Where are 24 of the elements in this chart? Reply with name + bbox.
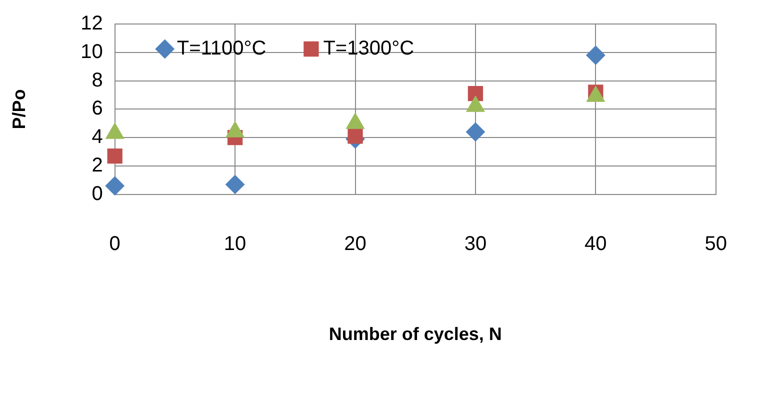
point	[105, 176, 124, 196]
x-tick-label: 40	[584, 232, 607, 255]
point	[348, 128, 363, 144]
x-tick-label: 10	[224, 232, 246, 255]
y-tick-label: 10	[80, 40, 103, 63]
y-tick-label: 0	[92, 182, 103, 205]
legend-label: T=1100°C	[176, 38, 266, 60]
point	[468, 86, 484, 102]
point	[586, 46, 606, 65]
y-axis-title: P/Po	[8, 89, 29, 130]
x-tick-label: 30	[464, 232, 487, 255]
x-tick-label: 20	[344, 232, 366, 255]
point	[226, 174, 245, 194]
y-tick-label: 6	[92, 98, 103, 120]
y-tick-label: 2	[92, 154, 103, 177]
legend-label: T=1300°C	[323, 38, 414, 60]
x-tick-label: 0	[109, 232, 120, 255]
x-tick-label: 50	[704, 232, 727, 255]
y-tick-label: 4	[92, 126, 103, 148]
y-tick-label: 8	[92, 69, 103, 92]
x-axis-title: Number of cycles, N	[328, 324, 502, 344]
point	[466, 122, 485, 142]
y-tick-label: 12	[80, 12, 103, 35]
point	[107, 148, 122, 164]
